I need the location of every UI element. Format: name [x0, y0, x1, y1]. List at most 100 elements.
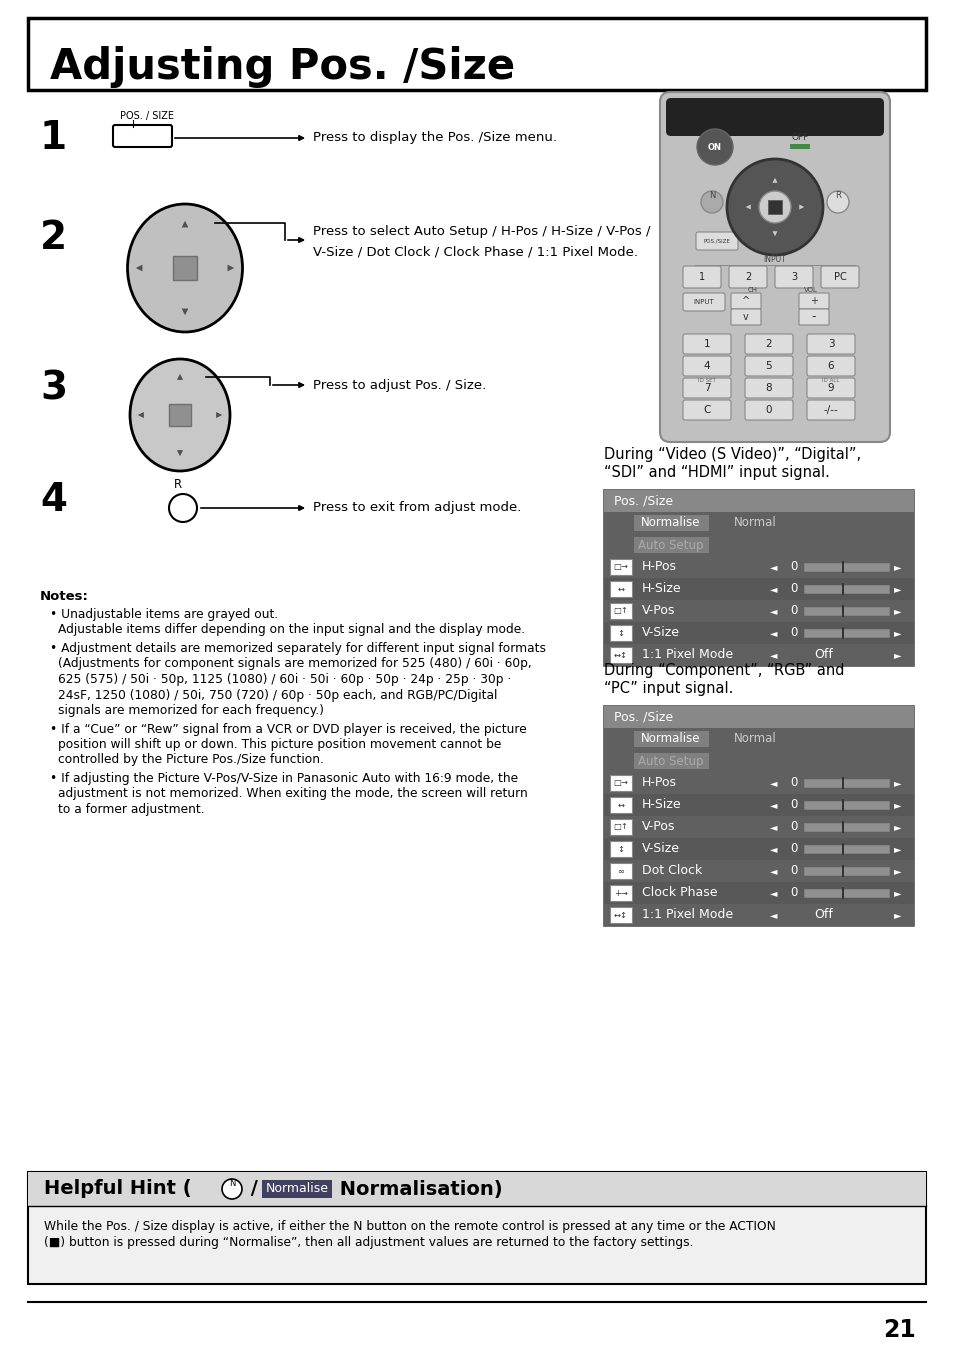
- Text: Pos. /Size: Pos. /Size: [614, 711, 673, 724]
- Bar: [28, 18, 925, 91]
- Bar: [609, 775, 631, 790]
- Text: V-Pos: V-Pos: [641, 820, 675, 834]
- Text: ON: ON: [707, 142, 721, 151]
- Text: 0: 0: [765, 405, 771, 415]
- Bar: [609, 603, 631, 619]
- Text: 1:1 Pixel Mode: 1:1 Pixel Mode: [641, 908, 732, 921]
- Text: H-Pos: H-Pos: [641, 777, 677, 789]
- Text: ►: ►: [893, 628, 901, 638]
- Bar: [803, 780, 888, 788]
- Text: During “Video (S Video)”, “Digital”,: During “Video (S Video)”, “Digital”,: [603, 447, 861, 462]
- Text: +: +: [809, 296, 817, 305]
- Text: v: v: [742, 312, 748, 322]
- Circle shape: [697, 128, 732, 165]
- FancyBboxPatch shape: [799, 309, 828, 326]
- FancyBboxPatch shape: [682, 357, 730, 376]
- Text: Dot Clock: Dot Clock: [641, 865, 701, 878]
- Bar: [28, 1173, 925, 1206]
- Bar: [841, 865, 843, 877]
- Text: Normalise: Normalise: [640, 732, 700, 746]
- Text: (Adjustments for component signals are memorized for 525 (480) / 60i · 60p,: (Adjustments for component signals are m…: [58, 658, 531, 670]
- Text: ◄: ◄: [769, 650, 777, 661]
- Circle shape: [826, 190, 848, 213]
- Text: H-Size: H-Size: [641, 798, 680, 812]
- Text: 0: 0: [789, 886, 797, 900]
- Text: ◄: ◄: [769, 607, 777, 616]
- Bar: [603, 534, 913, 557]
- Text: Pos. /Size: Pos. /Size: [614, 494, 673, 508]
- Text: INPUT: INPUT: [762, 255, 785, 265]
- Text: C: C: [702, 405, 710, 415]
- Text: 2: 2: [40, 219, 67, 257]
- Text: Auto Setup: Auto Setup: [638, 754, 703, 767]
- Text: position will shift up or down. This picture position movement cannot be: position will shift up or down. This pic…: [58, 738, 501, 751]
- Text: ►: ►: [893, 562, 901, 571]
- FancyBboxPatch shape: [744, 378, 792, 399]
- Bar: [841, 584, 843, 594]
- Text: CH: CH: [747, 286, 758, 293]
- Text: • If adjusting the Picture V-Pos/V-Size in Panasonic Auto with 16:9 mode, the: • If adjusting the Picture V-Pos/V-Size …: [50, 771, 517, 785]
- Bar: [803, 889, 888, 897]
- Text: Off: Off: [814, 648, 833, 662]
- Bar: [603, 882, 913, 904]
- Bar: [609, 907, 631, 923]
- Text: ↕: ↕: [617, 844, 624, 854]
- FancyBboxPatch shape: [682, 378, 730, 399]
- FancyBboxPatch shape: [774, 266, 812, 288]
- Bar: [841, 627, 843, 639]
- Text: -: -: [811, 311, 816, 323]
- Text: Auto Setup: Auto Setup: [638, 539, 703, 551]
- FancyBboxPatch shape: [696, 232, 738, 250]
- Text: ↔: ↔: [617, 801, 624, 809]
- Text: 2: 2: [765, 339, 772, 349]
- Text: 6: 6: [827, 361, 834, 372]
- Bar: [603, 512, 913, 534]
- Text: Press to display the Pos. /Size menu.: Press to display the Pos. /Size menu.: [313, 131, 557, 145]
- Bar: [603, 644, 913, 666]
- Text: ►: ►: [893, 844, 901, 854]
- Circle shape: [700, 190, 722, 213]
- Bar: [603, 861, 913, 882]
- Text: signals are memorized for each frequency.): signals are memorized for each frequency…: [58, 704, 324, 717]
- Text: to a former adjustment.: to a former adjustment.: [58, 802, 204, 816]
- Text: “PC” input signal.: “PC” input signal.: [603, 681, 733, 696]
- Bar: [841, 843, 843, 855]
- Text: • Adjustment details are memorized separately for different input signal formats: • Adjustment details are memorized separ…: [50, 642, 545, 655]
- Text: 3: 3: [790, 272, 796, 282]
- Bar: [609, 842, 631, 857]
- Ellipse shape: [128, 204, 242, 332]
- Text: /: /: [244, 1179, 257, 1198]
- Text: controlled by the Picture Pos./Size function.: controlled by the Picture Pos./Size func…: [58, 754, 323, 766]
- Bar: [603, 794, 913, 816]
- FancyBboxPatch shape: [112, 126, 172, 147]
- Text: □→: □→: [613, 562, 628, 571]
- Text: □→: □→: [613, 778, 628, 788]
- Text: (■) button is pressed during “Normalise”, then all adjustment values are returne: (■) button is pressed during “Normalise”…: [44, 1236, 693, 1250]
- Text: 4: 4: [40, 481, 67, 519]
- FancyBboxPatch shape: [682, 400, 730, 420]
- Text: OFF: OFF: [791, 132, 808, 142]
- Text: Clock Phase: Clock Phase: [641, 886, 717, 900]
- Text: ►: ►: [893, 821, 901, 832]
- Circle shape: [222, 1179, 242, 1198]
- FancyBboxPatch shape: [659, 92, 889, 442]
- Bar: [603, 490, 913, 666]
- Text: 0: 0: [789, 582, 797, 596]
- Bar: [603, 838, 913, 861]
- Text: ◄: ◄: [769, 778, 777, 788]
- Text: Off: Off: [814, 908, 833, 921]
- Bar: [603, 728, 913, 750]
- Text: 0: 0: [789, 798, 797, 812]
- Bar: [803, 801, 888, 809]
- Bar: [841, 777, 843, 789]
- Text: Adjusting Pos. /Size: Adjusting Pos. /Size: [50, 46, 515, 88]
- Text: V-Pos: V-Pos: [641, 604, 675, 617]
- Text: • Unadjustable items are grayed out.: • Unadjustable items are grayed out.: [50, 608, 278, 621]
- Text: 1: 1: [699, 272, 704, 282]
- Text: 2: 2: [744, 272, 750, 282]
- Text: POS./SIZE: POS./SIZE: [702, 239, 730, 243]
- Text: 0: 0: [789, 561, 797, 574]
- FancyBboxPatch shape: [730, 293, 760, 309]
- Bar: [841, 888, 843, 898]
- Bar: [789, 145, 809, 149]
